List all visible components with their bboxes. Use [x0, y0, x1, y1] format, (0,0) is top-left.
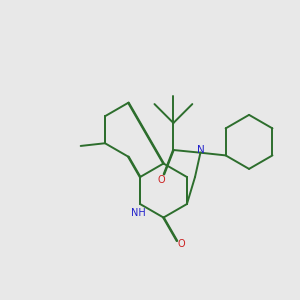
Text: O: O: [177, 239, 185, 249]
Text: O: O: [158, 175, 165, 185]
Text: N: N: [196, 145, 204, 155]
Text: NH: NH: [131, 208, 146, 218]
